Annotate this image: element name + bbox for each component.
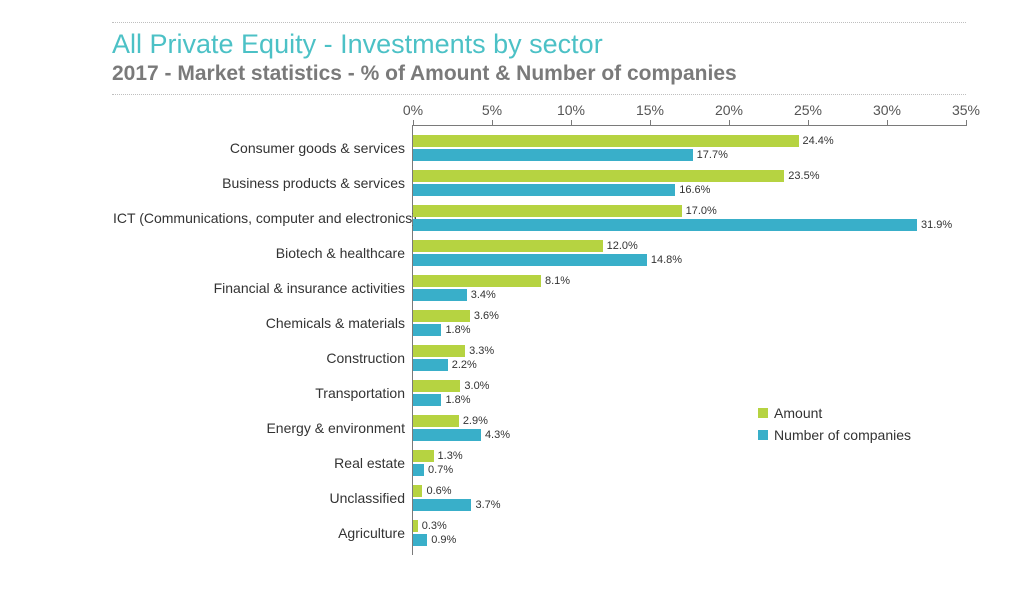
rule-below-title bbox=[112, 94, 966, 95]
legend-label-companies: Number of companies bbox=[774, 427, 911, 443]
chart-row: Chemicals & materials3.6%1.8% bbox=[413, 307, 966, 339]
category-label: Biotech & healthcare bbox=[113, 245, 413, 261]
chart-row: Unclassified0.6%3.7% bbox=[413, 482, 966, 514]
chart-row: Business products & services23.5%16.6% bbox=[413, 167, 966, 199]
x-tick-label: 30% bbox=[873, 102, 901, 118]
bar-amount: 3.6% bbox=[413, 310, 470, 322]
bar-amount: 3.3% bbox=[413, 345, 465, 357]
bar-value: 17.7% bbox=[693, 149, 728, 161]
x-tick bbox=[571, 120, 572, 126]
bar-amount: 0.3% bbox=[413, 520, 418, 532]
bar-amount: 24.4% bbox=[413, 135, 799, 147]
category-label: ICT (Communications, computer and electr… bbox=[113, 210, 413, 226]
bar-amount: 23.5% bbox=[413, 170, 784, 182]
legend-item-amount: Amount bbox=[758, 405, 911, 421]
bar-companies: 31.9% bbox=[413, 219, 917, 231]
bar-value: 3.7% bbox=[471, 499, 500, 511]
x-tick-label: 20% bbox=[715, 102, 743, 118]
bar-value: 12.0% bbox=[603, 240, 638, 252]
bar-value: 31.9% bbox=[917, 219, 952, 231]
plot-area: 0%5%10%15%20%25%30%35%Consumer goods & s… bbox=[412, 125, 966, 555]
bar-companies: 0.7% bbox=[413, 464, 424, 476]
legend-swatch-companies bbox=[758, 430, 768, 440]
chart-row: Biotech & healthcare12.0%14.8% bbox=[413, 237, 966, 269]
x-tick bbox=[413, 120, 414, 126]
category-label: Energy & environment bbox=[113, 420, 413, 436]
bar-companies: 3.4% bbox=[413, 289, 467, 301]
bar-value: 23.5% bbox=[784, 170, 819, 182]
bar-value: 3.3% bbox=[465, 345, 494, 357]
chart-row: Financial & insurance activities8.1%3.4% bbox=[413, 272, 966, 304]
legend-item-companies: Number of companies bbox=[758, 427, 911, 443]
category-label: Business products & services bbox=[113, 175, 413, 191]
x-tick bbox=[966, 120, 967, 126]
x-tick-label: 10% bbox=[557, 102, 585, 118]
chart-row: ICT (Communications, computer and electr… bbox=[413, 202, 966, 234]
bar-value: 2.9% bbox=[459, 415, 488, 427]
bar-value: 1.8% bbox=[441, 324, 470, 336]
category-label: Transportation bbox=[113, 385, 413, 401]
bar-companies: 4.3% bbox=[413, 429, 481, 441]
bar-value: 24.4% bbox=[799, 135, 834, 147]
bar-companies: 0.9% bbox=[413, 534, 427, 546]
x-tick-label: 0% bbox=[403, 102, 423, 118]
category-label: Construction bbox=[113, 350, 413, 366]
x-tick bbox=[650, 120, 651, 126]
x-tick bbox=[492, 120, 493, 126]
category-label: Real estate bbox=[113, 455, 413, 471]
bar-value: 1.3% bbox=[434, 450, 463, 462]
bar-value: 0.3% bbox=[418, 520, 447, 532]
bar-companies: 1.8% bbox=[413, 394, 441, 406]
bar-amount: 12.0% bbox=[413, 240, 603, 252]
bar-amount: 17.0% bbox=[413, 205, 682, 217]
category-label: Unclassified bbox=[113, 490, 413, 506]
bar-value: 16.6% bbox=[675, 184, 710, 196]
bar-companies: 2.2% bbox=[413, 359, 448, 371]
rule-top bbox=[112, 22, 966, 23]
category-label: Consumer goods & services bbox=[113, 140, 413, 156]
page-subtitle: 2017 - Market statistics - % of Amount &… bbox=[112, 62, 966, 86]
chart-row: Real estate1.3%0.7% bbox=[413, 447, 966, 479]
bar-amount: 1.3% bbox=[413, 450, 434, 462]
legend: Amount Number of companies bbox=[758, 405, 911, 449]
legend-swatch-amount bbox=[758, 408, 768, 418]
bar-companies: 3.7% bbox=[413, 499, 471, 511]
bar-value: 17.0% bbox=[682, 205, 717, 217]
bar-value: 8.1% bbox=[541, 275, 570, 287]
x-tick-label: 5% bbox=[482, 102, 502, 118]
bar-companies: 1.8% bbox=[413, 324, 441, 336]
x-tick bbox=[729, 120, 730, 126]
category-label: Financial & insurance activities bbox=[113, 280, 413, 296]
bar-value: 4.3% bbox=[481, 429, 510, 441]
legend-label-amount: Amount bbox=[774, 405, 822, 421]
bar-value: 0.7% bbox=[424, 464, 453, 476]
bar-value: 3.6% bbox=[470, 310, 499, 322]
bar-value: 0.6% bbox=[422, 485, 451, 497]
bar-value: 3.0% bbox=[460, 380, 489, 392]
category-label: Chemicals & materials bbox=[113, 315, 413, 331]
category-label: Agriculture bbox=[113, 525, 413, 541]
bar-companies: 17.7% bbox=[413, 149, 693, 161]
x-tick bbox=[808, 120, 809, 126]
x-tick bbox=[887, 120, 888, 126]
chart-row: Consumer goods & services24.4%17.7% bbox=[413, 132, 966, 164]
bar-value: 3.4% bbox=[467, 289, 496, 301]
x-tick-label: 25% bbox=[794, 102, 822, 118]
chart: 0%5%10%15%20%25%30%35%Consumer goods & s… bbox=[112, 125, 966, 555]
bar-amount: 8.1% bbox=[413, 275, 541, 287]
chart-row: Construction3.3%2.2% bbox=[413, 342, 966, 374]
bar-value: 14.8% bbox=[647, 254, 682, 266]
x-tick-label: 15% bbox=[636, 102, 664, 118]
bar-amount: 2.9% bbox=[413, 415, 459, 427]
bar-value: 0.9% bbox=[427, 534, 456, 546]
bar-value: 1.8% bbox=[441, 394, 470, 406]
bar-amount: 3.0% bbox=[413, 380, 460, 392]
bar-value: 2.2% bbox=[448, 359, 477, 371]
page-title: All Private Equity - Investments by sect… bbox=[112, 29, 966, 60]
x-tick-label: 35% bbox=[952, 102, 980, 118]
chart-row: Agriculture0.3%0.9% bbox=[413, 517, 966, 549]
bar-companies: 16.6% bbox=[413, 184, 675, 196]
bar-companies: 14.8% bbox=[413, 254, 647, 266]
bar-amount: 0.6% bbox=[413, 485, 422, 497]
